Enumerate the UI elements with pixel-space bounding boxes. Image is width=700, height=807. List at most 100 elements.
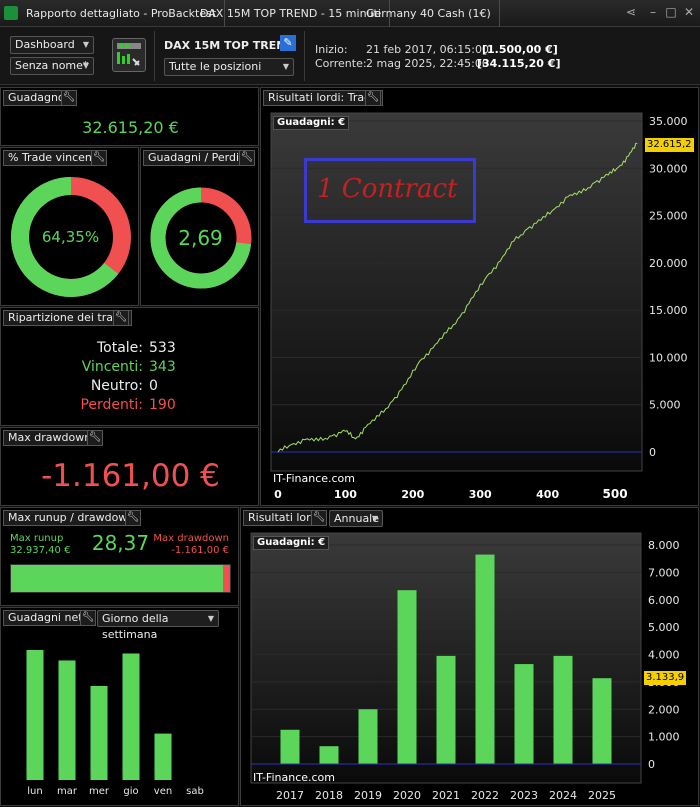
- weekday-select[interactable]: Giorno della settimana ▼: [97, 610, 219, 641]
- y-tick-label: 7.000: [648, 566, 680, 579]
- wrench-icon[interactable]: 🔧︎: [125, 510, 141, 526]
- header-divider: [304, 31, 305, 81]
- weekday-panel: Guadagni netti 🔧︎ Giorno della settimana…: [0, 607, 239, 806]
- share-icon[interactable]: ⋖: [625, 5, 637, 19]
- year-bar: [514, 664, 534, 764]
- tab-instrument[interactable]: Germany 40 Cash (1€): [358, 0, 500, 27]
- weekday-bar: [154, 733, 172, 780]
- weekday-title: Guadagni netti: [3, 610, 95, 626]
- breakdown-title: Ripartizione dei trade: [3, 310, 132, 326]
- gain-title: Guadagno: [3, 90, 70, 106]
- yearly-panel: Risultati lordi 🔧︎ Annuale ▼ 8.000 7.000 6.…: [240, 507, 699, 806]
- x-tick-label: 2024: [549, 789, 577, 802]
- runup-bar-fill: [11, 565, 223, 592]
- wrench-icon[interactable]: 🔧︎: [365, 90, 381, 106]
- x-tick-label: ven: [154, 786, 172, 797]
- year-bar: [397, 590, 417, 764]
- weekday-bar: [58, 660, 76, 780]
- total-label: Totale:: [96, 340, 143, 356]
- runup-ratio: 28,37: [91, 531, 150, 555]
- tab-strategy[interactable]: DAX 15M TOP TREND - 15 minuti: [192, 0, 390, 27]
- x-tick-label: 400: [536, 488, 559, 501]
- weekday-bar: [122, 653, 140, 780]
- win-pct-donut: [11, 177, 131, 297]
- app-logo-icon: [4, 6, 18, 20]
- y-tick-label: 2.000: [648, 703, 680, 716]
- equity-line: [277, 142, 638, 453]
- edit-strategy-icon[interactable]: ✎: [280, 35, 296, 51]
- wrench-icon[interactable]: 🔧︎: [239, 150, 255, 166]
- x-tick-label: 2020: [393, 789, 421, 802]
- runup-label: Max runup: [10, 533, 64, 544]
- win-value: 343: [149, 359, 176, 375]
- close-icon[interactable]: ✕: [683, 5, 695, 19]
- neutral-label: Neutro:: [90, 378, 143, 394]
- name-select-value: Senza nome*: [15, 59, 89, 72]
- equity-plot-area: [270, 112, 643, 472]
- strategy-chart-icon[interactable]: [112, 38, 146, 72]
- year-bar: [592, 678, 612, 764]
- runup-panel: Max runup / drawdown 🔧︎ Max runup 32.937…: [0, 507, 239, 606]
- maximize-icon[interactable]: □: [665, 5, 677, 19]
- x-tick-label: 2021: [432, 789, 460, 802]
- x-tick-label: 2018: [315, 789, 343, 802]
- y-tick-label: 6.000: [648, 594, 680, 607]
- x-tick-label: sab: [186, 786, 204, 797]
- y-tick-label: 0: [649, 446, 656, 459]
- wrench-icon[interactable]: 🔧︎: [91, 150, 107, 166]
- x-tick-label: gio: [123, 786, 138, 797]
- max-drawdown-title: Max drawdown: [3, 430, 97, 446]
- minimize-icon[interactable]: –: [650, 5, 656, 19]
- year-bar: [553, 655, 573, 764]
- wrench-icon[interactable]: 🔧︎: [113, 310, 129, 326]
- win-label: Vincenti:: [81, 359, 143, 375]
- y-tick-label: 25.000: [649, 210, 688, 223]
- x-tick-label: mar: [57, 786, 78, 797]
- year-bar: [319, 746, 339, 764]
- y-tick-label: 0: [648, 758, 655, 771]
- runup-value: 32.937,40 €: [10, 545, 71, 556]
- wrench-icon[interactable]: 🔧︎: [61, 90, 77, 106]
- weekday-select-value: Giorno della settimana: [102, 612, 169, 641]
- year-bar: [358, 709, 378, 764]
- y-tick-label: 1.000: [648, 731, 680, 744]
- x-tick-label: 2019: [354, 789, 382, 802]
- dashboard-select[interactable]: Dashboard ▼: [10, 36, 94, 54]
- wrench-icon[interactable]: 🔧︎: [87, 430, 103, 446]
- x-tick-label: 300: [469, 488, 492, 501]
- wrench-icon[interactable]: 🔧︎: [80, 610, 96, 626]
- header-divider: [154, 31, 155, 81]
- weekday-chart: lun mar mer gio ven sab: [26, 650, 204, 797]
- gain-loss-title: Guadagni / Perdite: [143, 150, 256, 166]
- start-label: Inizio:: [315, 43, 348, 56]
- x-tick-label: 0: [274, 488, 282, 501]
- y-tick-label: 4.000: [648, 649, 680, 662]
- donut-win-arc: [11, 177, 131, 297]
- loss-value: 190: [149, 397, 176, 413]
- start-value: [1.500,00 €]: [482, 43, 558, 56]
- start-date: 21 feb 2017, 06:15:00: [366, 43, 490, 56]
- yearly-chart: 8.0007.0006.0005.0004.0003.0002.0001.000…: [250, 532, 680, 802]
- name-select[interactable]: Senza nome* ▼: [10, 57, 94, 75]
- wrench-icon[interactable]: 🔧︎: [311, 510, 327, 526]
- tab-report[interactable]: Rapporto dettagliato - ProBacktest: [18, 0, 226, 27]
- x-tick-label: 100: [334, 488, 357, 501]
- trade-breakdown-panel: Ripartizione dei trade 🔧︎ Totale: 533 Vi…: [0, 307, 259, 426]
- win-pct-panel: % Trade vincenti 🔧︎ 64,35%: [0, 147, 139, 306]
- x-tick-label: 500: [603, 487, 628, 501]
- strategy-name: DAX 15M TOP TREND: [164, 39, 295, 52]
- gain-loss-donut: [150, 187, 252, 289]
- y-tick-label: 15.000: [649, 304, 688, 317]
- max-drawdown-panel: Max drawdown 🔧︎ -1.161,00 €: [0, 427, 259, 506]
- report-header: Dashboard ▼ Senza nome* ▼ DAX 15M TOP TREN…: [0, 27, 700, 85]
- x-tick-label: mer: [89, 786, 110, 797]
- loss-label: Perdenti:: [80, 397, 143, 413]
- positions-select[interactable]: Tutte le posizioni ▼: [164, 58, 294, 76]
- x-tick-label: 2022: [471, 789, 499, 802]
- max-drawdown-value: -1.161,00 €: [41, 458, 220, 494]
- year-bar: [280, 729, 300, 764]
- weekday-bar: [26, 650, 44, 780]
- equity-last-value-tag: 32.615,2: [645, 138, 694, 152]
- gain-panel: Guadagno 🔧︎ 32.615,20 €: [0, 87, 259, 146]
- period-select[interactable]: Annuale ▼: [329, 510, 383, 527]
